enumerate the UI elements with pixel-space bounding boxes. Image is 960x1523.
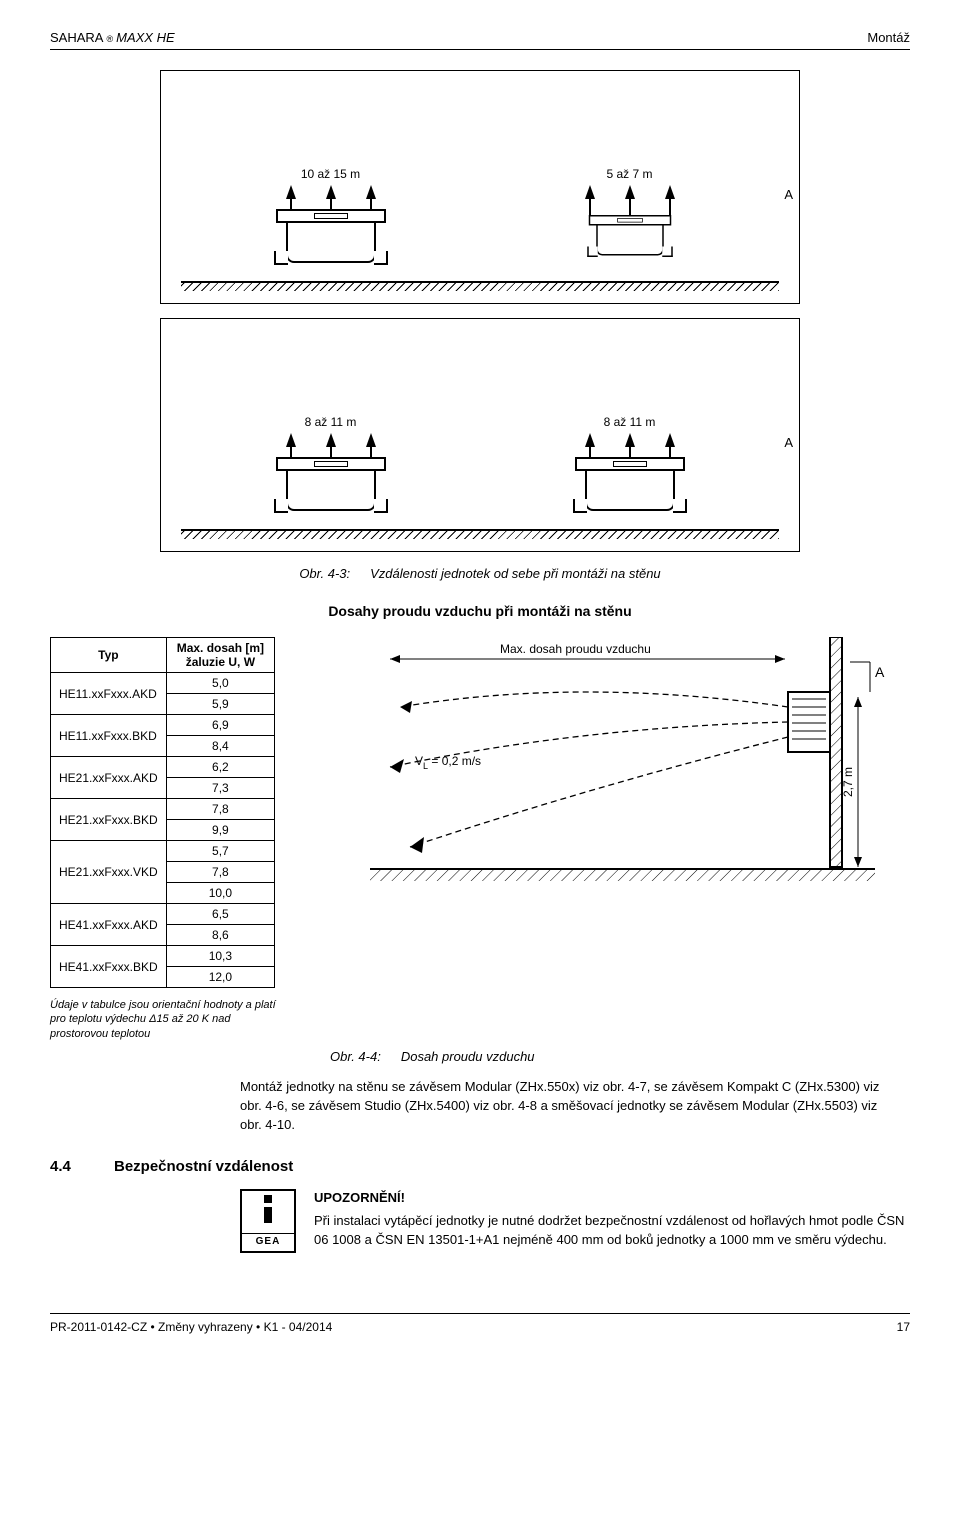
table-note: Údaje v tabulce jsou orientační hodnoty … bbox=[50, 998, 280, 1041]
a-label: A bbox=[784, 435, 793, 450]
arrow-up-icon bbox=[665, 185, 675, 199]
arrow-up-icon bbox=[326, 185, 336, 199]
warning-body: Při instalaci vytápěcí jednotky je nutné… bbox=[314, 1212, 910, 1250]
arrow-up-icon bbox=[286, 185, 296, 199]
icon-brand: GEA bbox=[242, 1233, 294, 1247]
arrow-up-icon bbox=[625, 185, 635, 199]
arrow-up-icon bbox=[366, 185, 376, 199]
table-row-label: HE41.xxFxxx.BKD bbox=[51, 946, 167, 988]
section-number: 4.4 bbox=[50, 1158, 90, 1175]
dim-label: 10 až 15 m bbox=[301, 167, 360, 181]
model-name: MAXX HE bbox=[116, 30, 175, 45]
table-row-label: HE21.xxFxxx.BKD bbox=[51, 799, 167, 841]
arrow-up-icon bbox=[665, 433, 675, 447]
table-cell: 9,9 bbox=[166, 820, 274, 841]
svg-text:2,7 m: 2,7 m bbox=[841, 767, 855, 797]
arrow-up-icon bbox=[585, 433, 595, 447]
table-cell: 10,0 bbox=[166, 883, 274, 904]
dim-label: 8 až 11 m bbox=[305, 415, 357, 429]
table-row-label: HE21.xxFxxx.VKD bbox=[51, 841, 167, 904]
dim-label: 8 až 11 m bbox=[604, 415, 656, 429]
fig-caption-text: Dosah proudu vzduchu bbox=[401, 1049, 535, 1064]
svg-text:Max. dosah proudu vzduchu: Max. dosah proudu vzduchu bbox=[500, 642, 651, 656]
table-cell: 10,3 bbox=[166, 946, 274, 967]
table-cell: 7,8 bbox=[166, 799, 274, 820]
floor-hatch bbox=[181, 281, 779, 291]
footer-left: PR-2011-0142-CZ • Změny vyhrazeny • K1 -… bbox=[50, 1320, 332, 1334]
table-cell: 7,3 bbox=[166, 778, 274, 799]
th-reach: Max. dosah [m] žaluzie U, W bbox=[166, 638, 274, 673]
reach-table: Typ Max. dosah [m] žaluzie U, W HE11.xxF… bbox=[50, 637, 275, 988]
diagram-4-4: A Max. dosah proudu vzduchu VL = 0,2 m/s… bbox=[310, 637, 910, 917]
brand-name: SAHARA bbox=[50, 30, 103, 45]
a-label: A bbox=[784, 187, 793, 202]
table-row-label: HE41.xxFxxx.AKD bbox=[51, 904, 167, 946]
table-cell: 8,6 bbox=[166, 925, 274, 946]
fig-caption-tag: Obr. 4-4: bbox=[330, 1049, 381, 1064]
table-cell: 6,5 bbox=[166, 904, 274, 925]
reg-mark: ® bbox=[106, 34, 113, 44]
fig-caption-text: Vzdálenosti jednotek od sebe při montáži… bbox=[370, 566, 661, 581]
body-paragraph: Montáž jednotky na stěnu se závěsem Modu… bbox=[240, 1078, 880, 1135]
arrow-up-icon bbox=[625, 433, 635, 447]
table-cell: 6,2 bbox=[166, 757, 274, 778]
fig-caption-tag: Obr. 4-3: bbox=[299, 566, 350, 581]
table-cell: 5,7 bbox=[166, 841, 274, 862]
arrow-up-icon bbox=[366, 433, 376, 447]
arrow-up-icon bbox=[585, 185, 595, 199]
arrow-up-icon bbox=[326, 433, 336, 447]
table-cell: 12,0 bbox=[166, 967, 274, 988]
arrow-up-icon bbox=[286, 433, 296, 447]
table-cell: 8,4 bbox=[166, 736, 274, 757]
info-icon: GEA bbox=[240, 1189, 296, 1253]
section-title: Bezpečnostní vzdálenost bbox=[114, 1158, 293, 1175]
warning-title: UPOZORNĚNÍ! bbox=[314, 1189, 910, 1208]
page-footer: PR-2011-0142-CZ • Změny vyhrazeny • K1 -… bbox=[50, 1313, 910, 1334]
th-type: Typ bbox=[51, 638, 167, 673]
page-header: SAHARA® MAXX HE Montáž bbox=[50, 30, 910, 50]
svg-text:VL = 0,2 m/s: VL = 0,2 m/s bbox=[415, 754, 481, 771]
table-cell: 5,0 bbox=[166, 673, 274, 694]
footer-page: 17 bbox=[897, 1320, 910, 1334]
unit-icon bbox=[575, 451, 685, 511]
table-cell: 7,8 bbox=[166, 862, 274, 883]
svg-text:A: A bbox=[875, 664, 885, 680]
table-row-label: HE21.xxFxxx.AKD bbox=[51, 757, 167, 799]
floor-hatch bbox=[181, 529, 779, 539]
section-name: Montáž bbox=[867, 30, 910, 45]
unit-icon bbox=[588, 211, 671, 256]
table-cell: 5,9 bbox=[166, 694, 274, 715]
unit-icon bbox=[276, 203, 386, 263]
diagram-4-3: 10 až 15 m 5 až 7 m A 8 až 11 m bbox=[160, 70, 800, 581]
subheading: Dosahy proudu vzduchu při montáži na stě… bbox=[50, 603, 910, 619]
table-row-label: HE11.xxFxxx.AKD bbox=[51, 673, 167, 715]
table-cell: 6,9 bbox=[166, 715, 274, 736]
unit-icon bbox=[276, 451, 386, 511]
table-row-label: HE11.xxFxxx.BKD bbox=[51, 715, 167, 757]
dim-label: 5 až 7 m bbox=[606, 167, 652, 181]
